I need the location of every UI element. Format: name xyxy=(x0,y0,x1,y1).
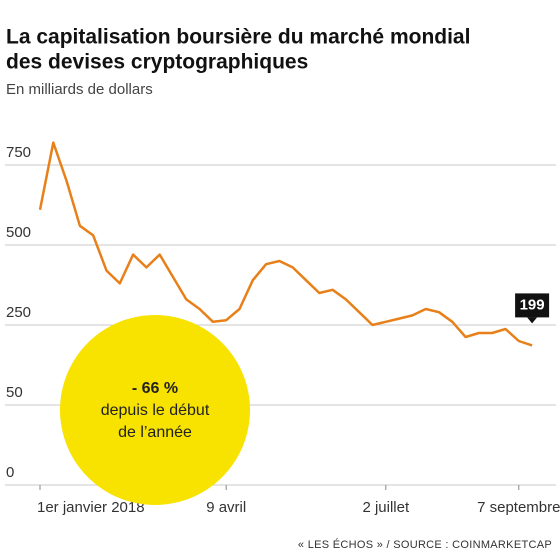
x-tick-label: 2 juillet xyxy=(362,499,410,516)
chart-subtitle: En milliards de dollars xyxy=(6,81,153,98)
value-label-box xyxy=(515,293,550,318)
y-tick-label: 0 xyxy=(6,464,14,481)
annotation-text: depuis le début xyxy=(101,402,210,419)
annotation-headline: - 66 % xyxy=(132,380,178,397)
y-tick-label: 500 xyxy=(6,224,31,241)
line-series xyxy=(38,141,533,347)
y-tick-label: 750 xyxy=(6,144,31,161)
chart-title: La capitalisation boursière du marché mo… xyxy=(6,26,470,49)
annotation: - 66 % depuis le début de l’année xyxy=(60,315,250,505)
x-tick-label: 7 septembre xyxy=(477,499,560,516)
y-tick-label: 250 xyxy=(6,304,31,321)
highlight-circle xyxy=(60,315,250,505)
grid: 0 50 250 500 750 xyxy=(5,144,556,486)
source: « LES ÉCHOS » / SOURCE : COINMARKETCAP xyxy=(298,538,552,551)
chart-title: des devises cryptographiques xyxy=(6,51,308,74)
x-tick-label: 1er janvier 2018 xyxy=(37,499,145,516)
value-label: 199 xyxy=(520,296,545,313)
annotation-text: de l’année xyxy=(118,424,192,441)
value-label-pointer xyxy=(527,317,538,324)
x-tick-label: 9 avril xyxy=(206,499,246,516)
y-tick-label: 50 xyxy=(6,384,23,401)
